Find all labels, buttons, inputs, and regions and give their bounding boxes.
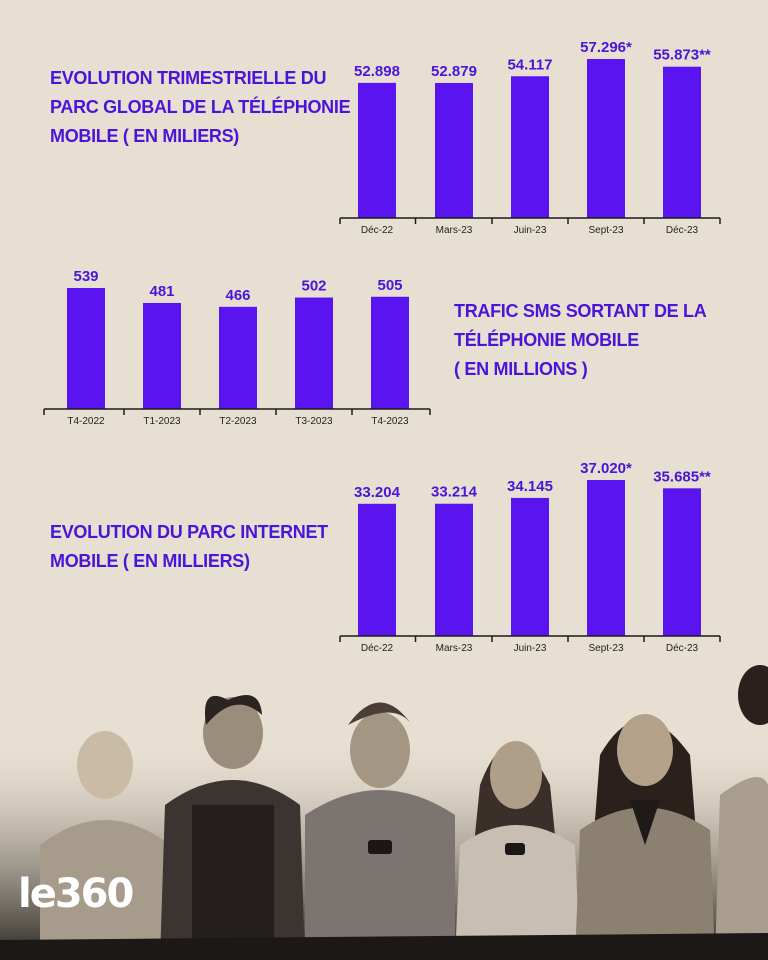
- bar-2-3: [219, 306, 257, 409]
- x-tick-label-3-1: Déc-22: [361, 643, 394, 654]
- x-tick-label-2-5: T4-2023: [371, 416, 409, 427]
- logo-number: 360: [54, 871, 134, 917]
- person-5: [575, 714, 715, 960]
- le360-logo: le360: [18, 871, 134, 917]
- data-label-1-5: 55.873**: [653, 47, 711, 64]
- person-2: [160, 695, 305, 960]
- x-tick-label-1-4: Sept-23: [588, 225, 623, 236]
- data-label-2-4: 502: [301, 278, 326, 295]
- person-4: [455, 741, 580, 960]
- x-tick-label-1-1: Déc-22: [361, 225, 394, 236]
- bar-1-2: [435, 82, 473, 218]
- x-tick-label-3-3: Juin-23: [514, 643, 547, 654]
- chart-1-title-line-2: PARC GLOBAL DE LA TÉLÉPHONIE: [50, 97, 351, 117]
- bar-3-4: [587, 480, 625, 636]
- bar-2-2: [143, 302, 181, 409]
- bar-1-4: [587, 59, 625, 218]
- chart-1-title-line-1: EVOLUTION TRIMESTRIELLE DU: [50, 68, 327, 88]
- logo-le: le: [18, 871, 57, 917]
- bar-3-1: [358, 503, 396, 636]
- chart-2-title-line-3: ( EN MILLIONS ): [454, 359, 588, 379]
- data-label-3-3: 34.145: [507, 478, 553, 495]
- x-tick-label-3-4: Sept-23: [588, 643, 623, 654]
- chart-2-title: TRAFIC SMS SORTANT DE LA TÉLÉPHONIE MOBI…: [454, 297, 707, 384]
- x-tick-label-1-3: Juin-23: [514, 225, 547, 236]
- x-tick-label-3-2: Mars-23: [436, 643, 473, 654]
- bar-2-5: [371, 296, 409, 409]
- data-label-2-2: 481: [149, 283, 174, 300]
- data-label-2-5: 505: [377, 277, 402, 294]
- people-with-phones-photo: [0, 665, 768, 960]
- chart-2-title-line-1: TRAFIC SMS SORTANT DE LA: [454, 301, 707, 321]
- bar-1-1: [358, 82, 396, 218]
- x-tick-label-2-2: T1-2023: [143, 416, 181, 427]
- data-label-1-4: 57.296*: [580, 39, 632, 56]
- chart-3-title: EVOLUTION DU PARC INTERNET MOBILE ( EN M…: [50, 518, 328, 576]
- data-label-3-2: 33.214: [431, 484, 478, 501]
- data-label-3-5: 35.685**: [653, 468, 711, 485]
- person-6: [715, 665, 768, 960]
- x-tick-label-3-5: Déc-23: [666, 643, 699, 654]
- x-tick-label-2-1: T4-2022: [67, 416, 105, 427]
- x-tick-label-1-5: Déc-23: [666, 225, 699, 236]
- person-1: [40, 731, 170, 960]
- person-3: [305, 702, 455, 960]
- chart-1-title: EVOLUTION TRIMESTRIELLE DU PARC GLOBAL D…: [50, 64, 351, 151]
- data-label-2-3: 466: [225, 287, 250, 304]
- data-label-3-4: 37.020*: [580, 460, 632, 477]
- bar-3-5: [663, 488, 701, 636]
- chart-2-title-line-2: TÉLÉPHONIE MOBILE: [454, 330, 639, 350]
- x-tick-label-1-2: Mars-23: [436, 225, 473, 236]
- x-tick-label-2-4: T3-2023: [295, 416, 333, 427]
- data-label-3-1: 33.204: [354, 484, 401, 501]
- bar-2-4: [295, 297, 333, 409]
- data-label-2-1: 539: [73, 268, 98, 285]
- chart-3-title-line-2: MOBILE ( EN MILLIERS): [50, 551, 250, 571]
- data-label-1-1: 52.898: [354, 63, 400, 80]
- bar-2-1: [67, 288, 105, 409]
- bar-3-2: [435, 503, 473, 636]
- bar-1-3: [511, 76, 549, 218]
- data-label-1-2: 52.879: [431, 63, 477, 80]
- bar-1-5: [663, 66, 701, 218]
- chart-3-title-line-1: EVOLUTION DU PARC INTERNET: [50, 522, 328, 542]
- data-label-1-3: 54.117: [507, 56, 552, 73]
- chart-1-title-line-3: MOBILE ( EN MILIERS): [50, 126, 239, 146]
- x-tick-label-2-3: T2-2023: [219, 416, 257, 427]
- bar-3-3: [511, 497, 549, 636]
